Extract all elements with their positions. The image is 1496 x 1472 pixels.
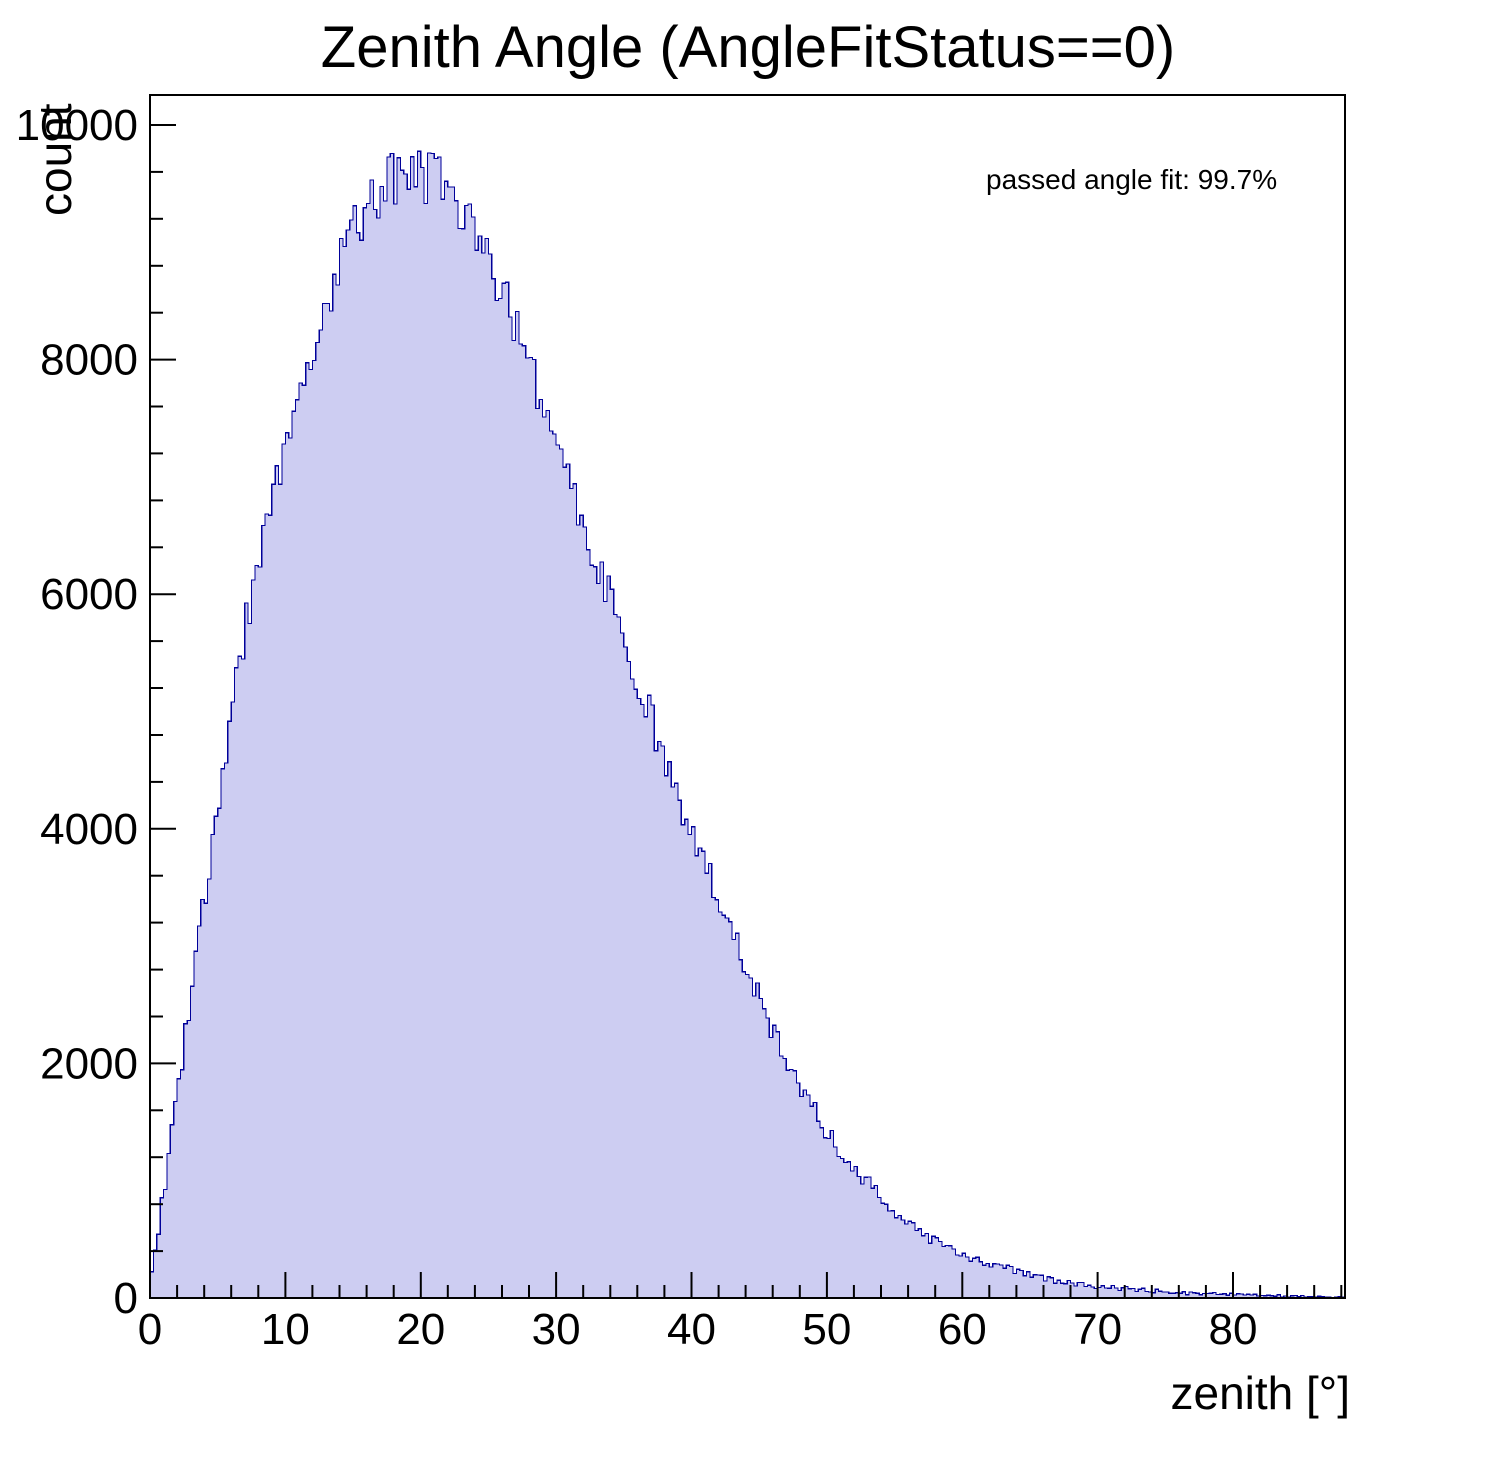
x-tick-label: 0 bbox=[138, 1305, 162, 1354]
x-tick-label: 40 bbox=[667, 1305, 716, 1354]
passed-angle-fit-annotation: passed angle fit: 99.7% bbox=[986, 164, 1278, 195]
y-tick-label: 10000 bbox=[16, 101, 138, 150]
x-tick-label: 80 bbox=[1209, 1305, 1258, 1354]
histogram-series bbox=[149, 150, 1346, 1299]
x-axis-label: zenith [°] bbox=[1170, 1367, 1351, 1419]
plot-frame bbox=[149, 94, 1346, 1299]
y-tick-label: 0 bbox=[114, 1274, 138, 1323]
x-tick-label: 10 bbox=[261, 1305, 310, 1354]
chart-title: Zenith Angle (AngleFitStatus==0) bbox=[320, 15, 1176, 80]
y-tick-label: 4000 bbox=[40, 805, 138, 854]
y-axis-label: count bbox=[29, 103, 81, 216]
x-tick-label: 70 bbox=[1073, 1305, 1122, 1354]
y-tick-label: 8000 bbox=[40, 336, 138, 385]
x-tick-label: 20 bbox=[396, 1305, 445, 1354]
x-tick-label: 60 bbox=[938, 1305, 987, 1354]
x-tick-label: 30 bbox=[532, 1305, 581, 1354]
y-tick-label: 2000 bbox=[40, 1039, 138, 1088]
y-tick-label: 6000 bbox=[40, 570, 138, 619]
x-tick-label: 50 bbox=[802, 1305, 851, 1354]
